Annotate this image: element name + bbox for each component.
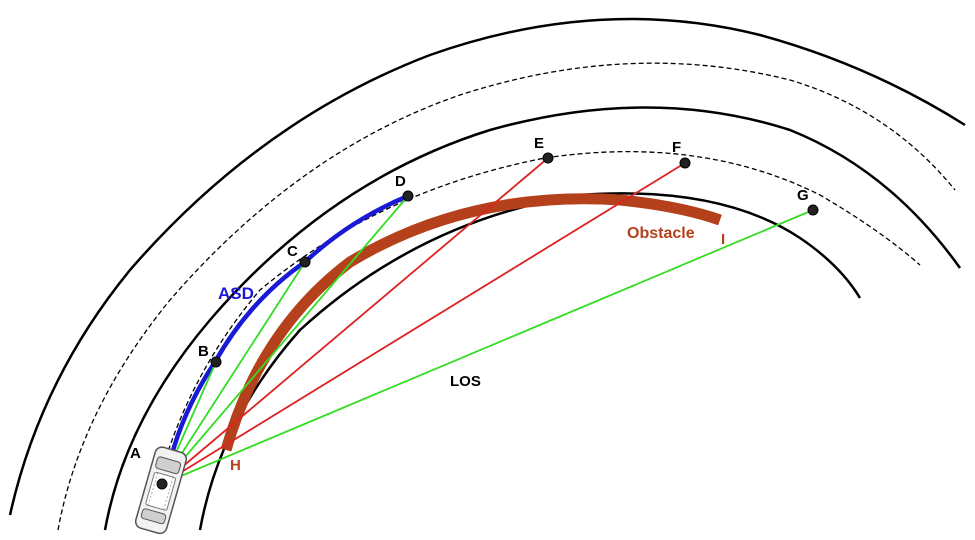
point-a-label: A (130, 445, 141, 462)
vehicle-rear-window (140, 508, 167, 525)
road-inner-edge (198, 192, 862, 531)
road (8, 17, 966, 531)
road-outer-edge (8, 17, 966, 516)
point-e-marker (542, 152, 554, 164)
lane-center-inner (149, 151, 921, 521)
point-c-marker (299, 256, 311, 268)
sight-line-ad (161, 195, 409, 485)
sight-line-los (161, 209, 814, 485)
point-a-marker (156, 478, 168, 490)
asd-label: ASD (218, 284, 254, 303)
point-h-label: H (230, 457, 241, 474)
point-b-marker (210, 356, 222, 368)
vehicle-roof (145, 471, 176, 511)
vehicle-roof-rail-right (163, 476, 174, 510)
obstacle-point-labels: H I (230, 231, 725, 474)
lane-center-outer (57, 62, 956, 531)
obstacle-shape (220, 193, 722, 452)
point-d-label: D (395, 173, 406, 190)
point-f-marker (679, 157, 691, 169)
point-g-label: G (797, 187, 809, 204)
los-label: LOS (450, 373, 481, 390)
point-g-marker (807, 204, 819, 216)
point-c-label: C (287, 243, 298, 260)
point-d-marker (402, 190, 414, 202)
road-middle-edge (103, 106, 962, 531)
sight-line-ac (161, 261, 306, 485)
point-i-label: I (721, 231, 725, 248)
vehicle-roof-rail-left (147, 472, 159, 506)
point-b-label: B (198, 343, 209, 360)
asd-path (165, 193, 411, 473)
point-e-label: E (534, 135, 544, 152)
vehicle-windshield (155, 456, 182, 475)
sight-lines (161, 157, 814, 485)
obstacle-label: Obstacle (627, 225, 695, 242)
point-f-label: F (672, 139, 681, 156)
vehicle (134, 446, 188, 535)
sight-line-af (161, 162, 686, 485)
sight-line-ae (161, 157, 549, 485)
point-labels: A B C D E F G (130, 135, 809, 462)
points (156, 152, 819, 490)
